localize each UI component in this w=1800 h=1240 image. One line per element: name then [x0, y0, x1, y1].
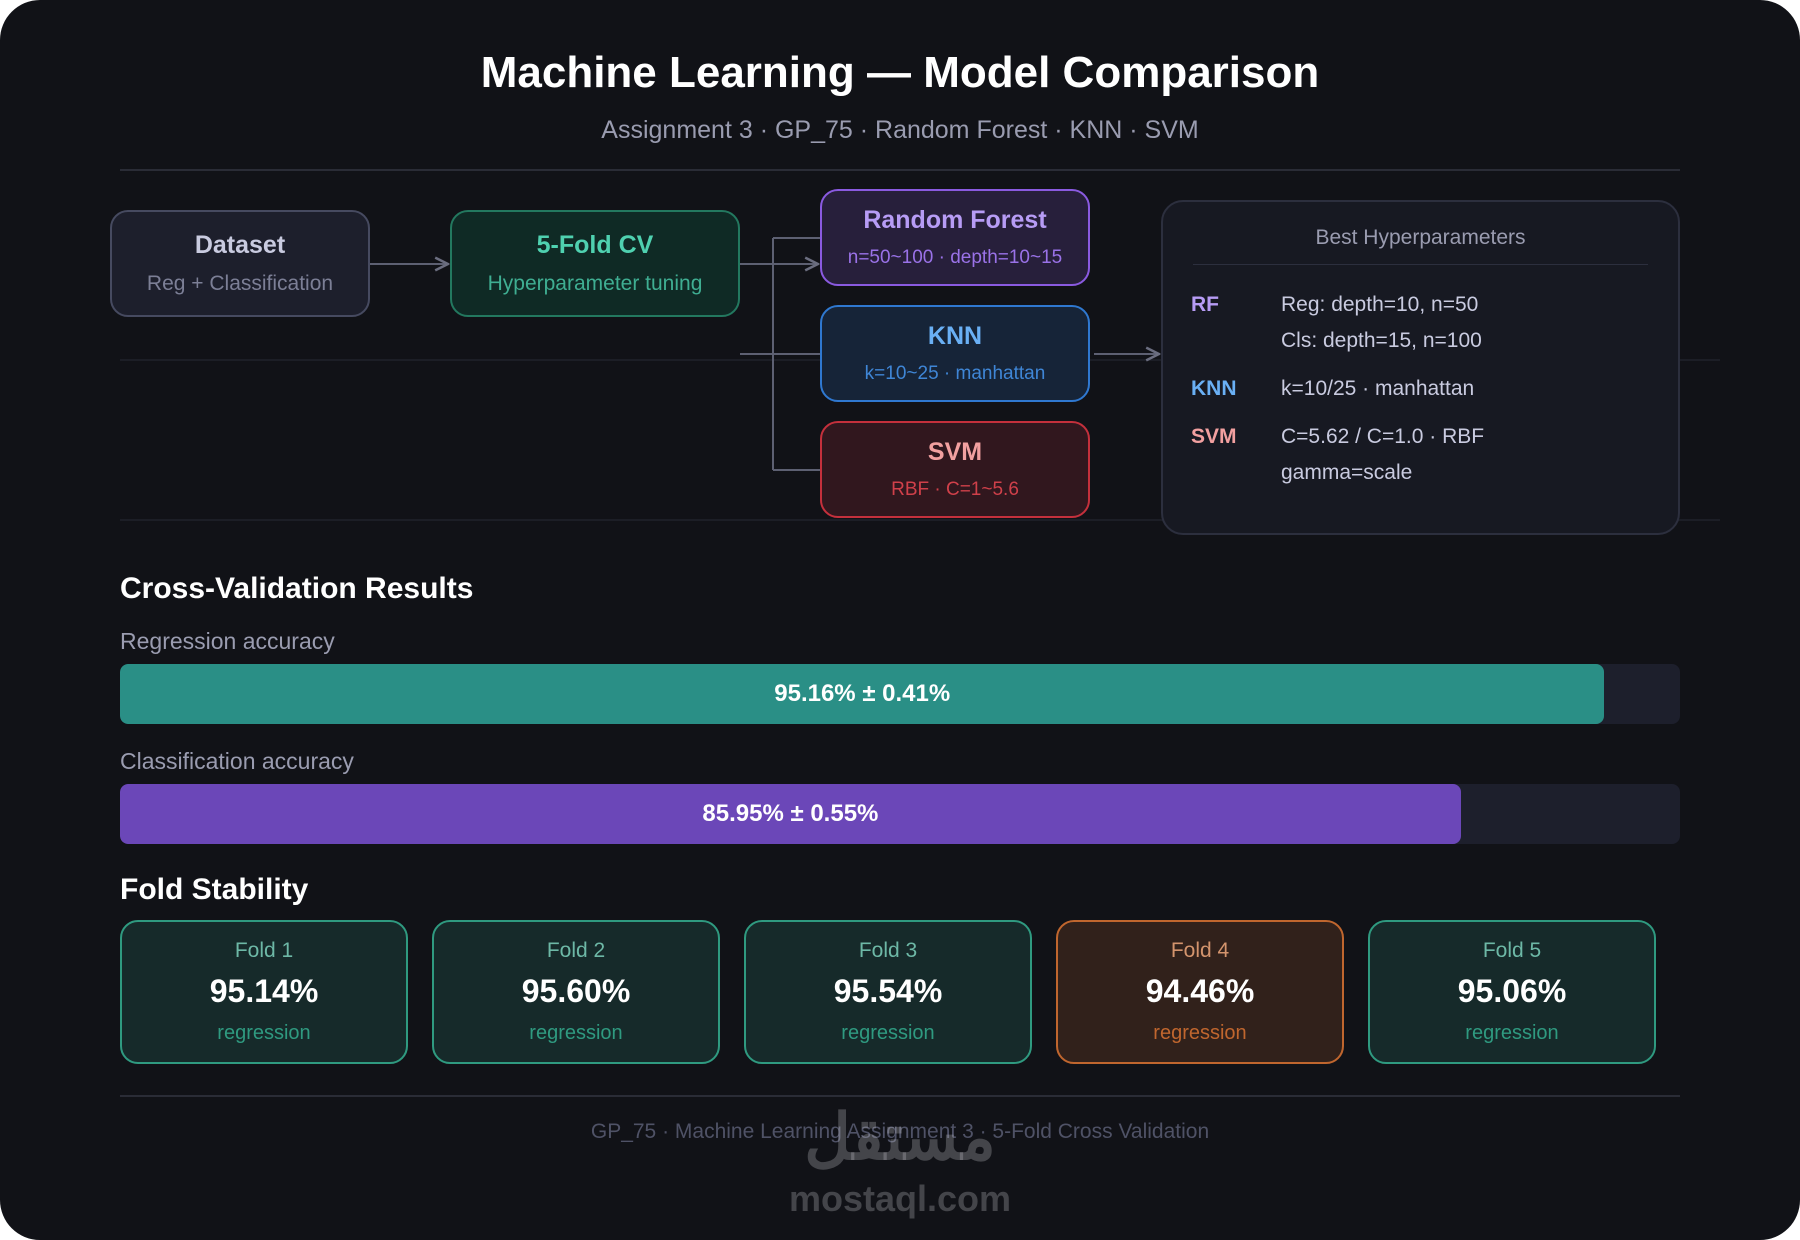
- fold-caption: regression: [529, 1022, 623, 1044]
- bar-label: Classification accuracy: [120, 748, 354, 774]
- dataset-node: Dataset Reg + Classification: [110, 210, 370, 317]
- node-title: Random Forest: [863, 206, 1047, 234]
- watermark: mostaql.com: [788, 1178, 1012, 1219]
- hp-value: gamma=scale: [1281, 461, 1413, 484]
- node-title: KNN: [927, 322, 983, 350]
- hp-model: KNN: [1191, 377, 1237, 400]
- fold-label: Fold 4: [1170, 939, 1230, 962]
- fold-card: Fold 3 95.54% regression: [744, 920, 1032, 1064]
- hp-model: SVM: [1191, 425, 1237, 448]
- model-node: SVM RBF · C=1~5.6: [820, 421, 1090, 518]
- hp-values: C=5.62 / C=1.0 · RBF gamma=scale: [1281, 419, 1484, 491]
- hp-row: RF Reg: depth=10, n=50 Cls: depth=15, n=10…: [1191, 287, 1650, 359]
- bar-label: Regression accuracy: [120, 628, 335, 654]
- footer: GP_75 · Machine Learning Assignment 3 · …: [590, 1120, 1210, 1143]
- bar-value-label: 85.95% ± 0.55%: [702, 800, 879, 827]
- fold-card: Fold 2 95.60% regression: [432, 920, 720, 1064]
- section-title: Cross-Validation Results: [120, 572, 474, 605]
- node-subtitle: n=50~100 · depth=10~15: [847, 247, 1063, 268]
- fold-value: 94.46%: [1145, 973, 1255, 1009]
- fold-label: Fold 1: [234, 939, 294, 962]
- title: Machine Learning — Model Comparison: [480, 48, 1320, 97]
- fold-card: Fold 4 94.46% regression: [1056, 920, 1344, 1064]
- bar-track: 85.95% ± 0.55%: [120, 784, 1680, 844]
- node-subtitle: k=10~25 · manhattan: [864, 363, 1046, 384]
- fold-caption: regression: [217, 1022, 311, 1044]
- bar-value-label: 95.16% ± 0.41%: [774, 680, 951, 707]
- hp-model: RF: [1191, 293, 1219, 316]
- subtitle: Assignment 3 · GP_75 · Random Forest · K…: [601, 116, 1199, 144]
- hp-value: C=5.62 / C=1.0 · RBF: [1281, 425, 1485, 448]
- fold-card: Fold 1 95.14% regression: [120, 920, 408, 1064]
- fold-caption: regression: [1153, 1022, 1247, 1044]
- node-subtitle: RBF · C=1~5.6: [891, 479, 1019, 500]
- hp-values: Reg: depth=10, n=50 Cls: depth=15, n=100: [1281, 287, 1482, 359]
- hp-value: Reg: depth=10, n=50: [1281, 293, 1479, 316]
- fold-label: Fold 3: [858, 939, 918, 962]
- node-title: Dataset: [194, 231, 286, 259]
- fold-caption: regression: [1465, 1022, 1559, 1044]
- fold-label: Fold 2: [546, 939, 606, 962]
- bar: 85.95% ± 0.55%: [120, 784, 1461, 844]
- node-subtitle: Reg + Classification: [146, 272, 334, 295]
- divider: [1193, 264, 1648, 265]
- fold-value: 95.14%: [209, 973, 319, 1009]
- fold-label: Fold 5: [1482, 939, 1542, 962]
- watermark: مستقل: [804, 1101, 996, 1173]
- hp-row: SVM C=5.62 / C=1.0 · RBF gamma=scale: [1191, 419, 1650, 491]
- panel-title: Best Hyperparameters: [1315, 226, 1526, 249]
- node-title: SVM: [927, 438, 983, 466]
- fold-value: 95.60%: [521, 973, 631, 1009]
- hp-value: Cls: depth=15, n=100: [1281, 329, 1482, 352]
- node-subtitle: Hyperparameter tuning: [487, 272, 703, 295]
- bar-track: 95.16% ± 0.41%: [120, 664, 1680, 724]
- hp-row: KNN k=10/25 · manhattan: [1191, 371, 1650, 407]
- model-node: Random Forest n=50~100 · depth=10~15: [820, 189, 1090, 286]
- best-hyperparameters: Best Hyperparameters RF Reg: depth=10, n=…: [1161, 200, 1680, 535]
- fold-caption: regression: [841, 1022, 935, 1044]
- hp-value: k=10/25 · manhattan: [1281, 377, 1475, 400]
- hp-values: k=10/25 · manhattan: [1281, 371, 1474, 407]
- fold-card: Fold 5 95.06% regression: [1368, 920, 1656, 1064]
- cv-node: 5-Fold CV Hyperparameter tuning: [450, 210, 740, 317]
- model-node: KNN k=10~25 · manhattan: [820, 305, 1090, 402]
- fold-value: 95.06%: [1457, 973, 1567, 1009]
- node-title: 5-Fold CV: [536, 231, 654, 259]
- fold-value: 95.54%: [833, 973, 943, 1009]
- bar: 95.16% ± 0.41%: [120, 664, 1605, 724]
- section-title: Fold Stability: [120, 873, 309, 906]
